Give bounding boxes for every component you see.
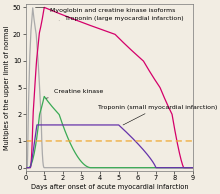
Y-axis label: Multiples of the upper limit of normal: Multiples of the upper limit of normal	[4, 25, 10, 150]
Text: Creatine kinase: Creatine kinase	[46, 89, 103, 98]
Text: Myoglobin and creatine kinase isoforms: Myoglobin and creatine kinase isoforms	[35, 7, 175, 13]
Text: Troponin (small myocardial infarction): Troponin (small myocardial infarction)	[98, 105, 218, 125]
Text: Troponin (large myocardial infarction): Troponin (large myocardial infarction)	[59, 16, 183, 21]
X-axis label: Days after onset of acute myocardial infarction: Days after onset of acute myocardial inf…	[31, 184, 188, 190]
